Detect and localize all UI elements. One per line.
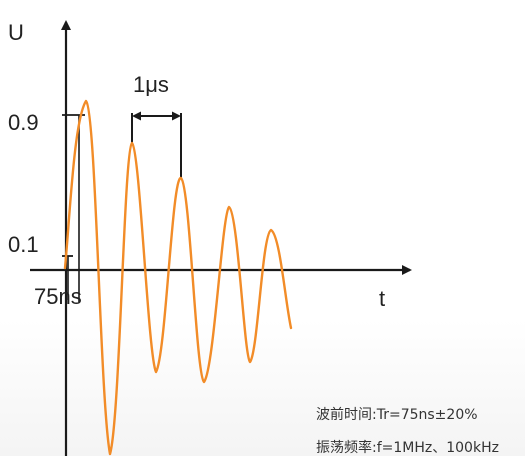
damped-waveform	[63, 99, 293, 456]
x-axis-label: t	[379, 286, 385, 311]
y-axis-label: U	[8, 20, 24, 45]
level-low-label: 0.1	[8, 232, 39, 257]
rise-time-label: 75ns	[34, 284, 82, 309]
frequency-spec: 振荡频率:f=1MHz、100kHz	[316, 440, 499, 456]
rise-time-spec: 波前时间:Tr=75ns±20%	[316, 407, 478, 423]
period-label: 1μs	[133, 72, 169, 97]
level-high-label: 0.9	[8, 110, 39, 135]
